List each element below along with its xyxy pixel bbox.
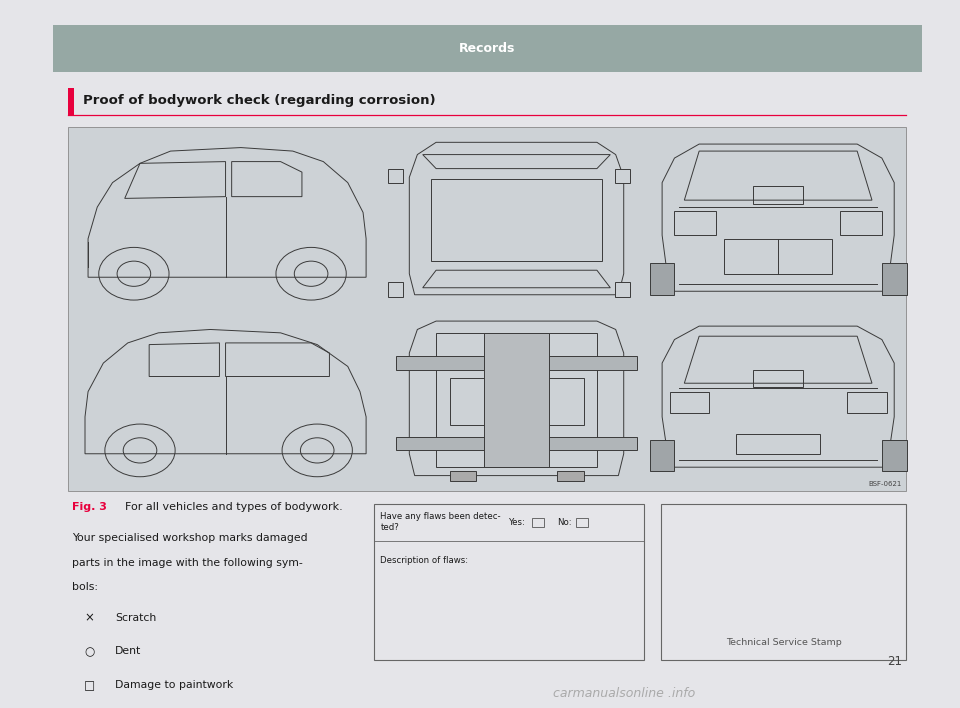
Bar — [754, 370, 803, 387]
Text: 21: 21 — [887, 656, 902, 668]
Bar — [388, 282, 402, 297]
Bar — [485, 333, 549, 467]
Text: ○: ○ — [84, 645, 94, 658]
Bar — [53, 25, 922, 72]
Text: Proof of bodywork check (regarding corrosion): Proof of bodywork check (regarding corro… — [84, 94, 436, 108]
Text: For all vehicles and types of bodywork.: For all vehicles and types of bodywork. — [118, 502, 343, 512]
Bar — [557, 471, 584, 481]
Bar — [615, 282, 631, 297]
Text: Records: Records — [459, 42, 516, 55]
Bar — [396, 437, 637, 450]
Text: BSF-0621: BSF-0621 — [868, 481, 901, 487]
Text: bols:: bols: — [72, 583, 98, 593]
Bar — [532, 518, 543, 527]
Text: Yes:: Yes: — [509, 518, 526, 527]
Text: Dent: Dent — [115, 646, 142, 656]
Text: Your specialised workshop marks damaged: Your specialised workshop marks damaged — [72, 533, 307, 543]
Text: □: □ — [84, 679, 95, 692]
Bar — [848, 392, 887, 413]
Text: Damage to paintwork: Damage to paintwork — [115, 680, 233, 690]
Text: No:: No: — [557, 518, 571, 527]
Text: Technical Service Stamp: Technical Service Stamp — [726, 638, 841, 647]
Bar — [374, 503, 643, 660]
Bar — [669, 392, 709, 413]
Bar — [660, 503, 906, 660]
Bar — [68, 88, 74, 115]
Bar — [431, 179, 602, 261]
Bar — [449, 378, 584, 426]
Bar — [436, 333, 597, 467]
Text: Fig. 3: Fig. 3 — [72, 502, 107, 512]
Bar — [882, 263, 906, 295]
Bar — [388, 169, 402, 183]
Bar — [650, 440, 675, 471]
Text: Scratch: Scratch — [115, 612, 156, 622]
Bar — [736, 433, 820, 454]
Text: parts in the image with the following sym-: parts in the image with the following sy… — [72, 558, 302, 568]
Bar — [675, 211, 716, 235]
Bar — [882, 440, 906, 471]
Bar — [650, 263, 675, 295]
Bar — [724, 239, 832, 274]
Text: Description of flaws:: Description of flaws: — [380, 556, 468, 565]
Bar — [576, 518, 588, 527]
Bar — [449, 471, 476, 481]
Bar — [68, 127, 906, 491]
Text: carmanualsonline .info: carmanualsonline .info — [553, 687, 695, 700]
Text: ×: × — [84, 611, 94, 624]
Bar — [396, 356, 637, 370]
Bar — [840, 211, 882, 235]
Bar — [615, 169, 631, 183]
Bar — [754, 186, 803, 204]
Text: Have any flaws been detec-
ted?: Have any flaws been detec- ted? — [380, 513, 501, 532]
